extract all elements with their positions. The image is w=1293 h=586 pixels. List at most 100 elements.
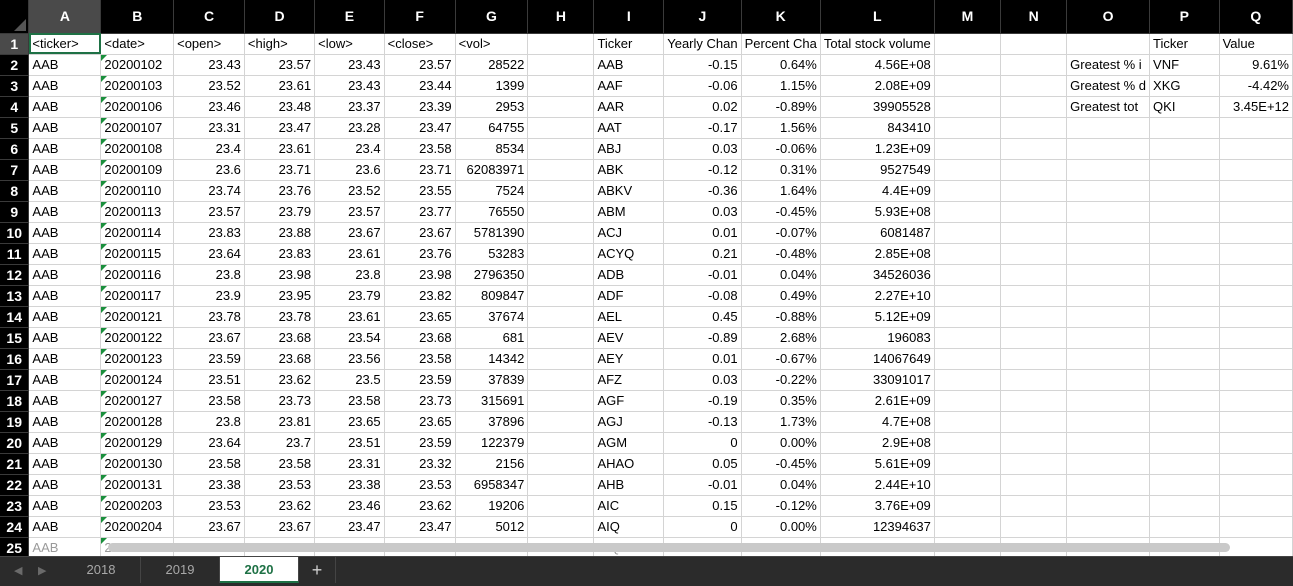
cell-f9[interactable]: 23.77 <box>384 201 456 223</box>
cell-i20[interactable]: AGM <box>593 432 665 454</box>
cell-f7[interactable]: 23.71 <box>384 159 456 181</box>
cell-k9[interactable]: -0.45% <box>741 201 821 223</box>
cell-m6[interactable] <box>934 138 1002 160</box>
cell-i7[interactable]: ABK <box>593 159 665 181</box>
cell-k17[interactable]: -0.22% <box>741 369 821 391</box>
cell-d21[interactable]: 23.58 <box>244 453 316 475</box>
cell-n2[interactable] <box>1000 54 1068 76</box>
row-header[interactable]: 21 <box>0 453 30 475</box>
cell-o12[interactable] <box>1066 264 1151 286</box>
cell-k14[interactable]: -0.88% <box>741 306 821 328</box>
cell-e10[interactable]: 23.67 <box>314 222 385 244</box>
cell-b23[interactable]: 20200203 <box>100 495 175 517</box>
cell-a21[interactable]: AAB <box>28 453 102 475</box>
cell-q22[interactable] <box>1219 474 1293 496</box>
cell-h12[interactable] <box>527 264 595 286</box>
cell-o21[interactable] <box>1066 453 1151 475</box>
cell-l10[interactable]: 6081487 <box>820 222 935 244</box>
row-header[interactable]: 15 <box>0 327 30 349</box>
column-header-d[interactable]: D <box>244 0 316 34</box>
cell-h22[interactable] <box>527 474 595 496</box>
row-header[interactable]: 22 <box>0 474 30 496</box>
cell-g9[interactable]: 76550 <box>455 201 529 223</box>
cell-j14[interactable]: 0.45 <box>663 306 742 328</box>
cell-j24[interactable]: 0 <box>663 516 742 538</box>
cell-f23[interactable]: 23.62 <box>384 495 456 517</box>
cell-l21[interactable]: 5.61E+09 <box>820 453 935 475</box>
cell-i4[interactable]: AAR <box>593 96 665 118</box>
cell-d23[interactable]: 23.62 <box>244 495 316 517</box>
cell-m17[interactable] <box>934 369 1002 391</box>
cell-d22[interactable]: 23.53 <box>244 474 316 496</box>
cell-p21[interactable] <box>1149 453 1220 475</box>
cell-n9[interactable] <box>1000 201 1068 223</box>
cell-e13[interactable]: 23.79 <box>314 285 385 307</box>
cell-f19[interactable]: 23.65 <box>384 411 456 433</box>
cell-a5[interactable]: AAB <box>28 117 102 139</box>
cell-b3[interactable]: 20200103 <box>100 75 175 97</box>
cell-q10[interactable] <box>1219 222 1293 244</box>
cell-l14[interactable]: 5.12E+09 <box>820 306 935 328</box>
column-header-i[interactable]: I <box>593 0 665 34</box>
cell-l22[interactable]: 2.44E+10 <box>820 474 935 496</box>
cell-o10[interactable] <box>1066 222 1151 244</box>
cell-f20[interactable]: 23.59 <box>384 432 456 454</box>
cell-m4[interactable] <box>934 96 1002 118</box>
cell-l12[interactable]: 34526036 <box>820 264 935 286</box>
cell-o4[interactable]: Greatest tot <box>1066 96 1151 118</box>
cell-j7[interactable]: -0.12 <box>663 159 742 181</box>
cell-j1[interactable]: Yearly Chan <box>663 33 742 55</box>
row-header[interactable]: 2 <box>0 54 30 76</box>
cell-h5[interactable] <box>527 117 595 139</box>
cell-q12[interactable] <box>1219 264 1293 286</box>
cell-a15[interactable]: AAB <box>28 327 102 349</box>
cell-d19[interactable]: 23.81 <box>244 411 316 433</box>
cell-k8[interactable]: 1.64% <box>741 180 821 202</box>
cell-n10[interactable] <box>1000 222 1068 244</box>
cell-h6[interactable] <box>527 138 595 160</box>
cell-o19[interactable] <box>1066 411 1151 433</box>
cell-j5[interactable]: -0.17 <box>663 117 742 139</box>
cell-a11[interactable]: AAB <box>28 243 102 265</box>
cell-b22[interactable]: 20200131 <box>100 474 175 496</box>
cell-p18[interactable] <box>1149 390 1220 412</box>
row-header[interactable]: 11 <box>0 243 30 265</box>
cell-c15[interactable]: 23.67 <box>173 327 245 349</box>
cell-j22[interactable]: -0.01 <box>663 474 742 496</box>
cell-g18[interactable]: 315691 <box>455 390 529 412</box>
cell-q25[interactable] <box>1219 537 1293 556</box>
cell-m14[interactable] <box>934 306 1002 328</box>
cell-q17[interactable] <box>1219 369 1293 391</box>
cell-p24[interactable] <box>1149 516 1220 538</box>
cell-d7[interactable]: 23.71 <box>244 159 316 181</box>
cell-a17[interactable]: AAB <box>28 369 102 391</box>
cell-i24[interactable]: AIQ <box>593 516 665 538</box>
cell-b5[interactable]: 20200107 <box>100 117 175 139</box>
cell-f6[interactable]: 23.58 <box>384 138 456 160</box>
cell-b19[interactable]: 20200128 <box>100 411 175 433</box>
cell-e7[interactable]: 23.6 <box>314 159 385 181</box>
cell-a1[interactable]: <ticker> <box>28 33 102 55</box>
cell-h21[interactable] <box>527 453 595 475</box>
cell-a6[interactable]: AAB <box>28 138 102 160</box>
cell-q8[interactable] <box>1219 180 1293 202</box>
cell-h20[interactable] <box>527 432 595 454</box>
cell-f2[interactable]: 23.57 <box>384 54 456 76</box>
cell-g24[interactable]: 5012 <box>455 516 529 538</box>
row-header[interactable]: 17 <box>0 369 30 391</box>
cell-n22[interactable] <box>1000 474 1068 496</box>
cell-f11[interactable]: 23.76 <box>384 243 456 265</box>
cell-e18[interactable]: 23.58 <box>314 390 385 412</box>
cell-n4[interactable] <box>1000 96 1068 118</box>
cell-g19[interactable]: 37896 <box>455 411 529 433</box>
cell-k20[interactable]: 0.00% <box>741 432 821 454</box>
cell-f18[interactable]: 23.73 <box>384 390 456 412</box>
cell-p11[interactable] <box>1149 243 1220 265</box>
cell-k7[interactable]: 0.31% <box>741 159 821 181</box>
cell-e20[interactable]: 23.51 <box>314 432 385 454</box>
cell-c1[interactable]: <open> <box>173 33 245 55</box>
cell-e5[interactable]: 23.28 <box>314 117 385 139</box>
cell-f17[interactable]: 23.59 <box>384 369 456 391</box>
cell-k10[interactable]: -0.07% <box>741 222 821 244</box>
cell-p3[interactable]: XKG <box>1149 75 1220 97</box>
